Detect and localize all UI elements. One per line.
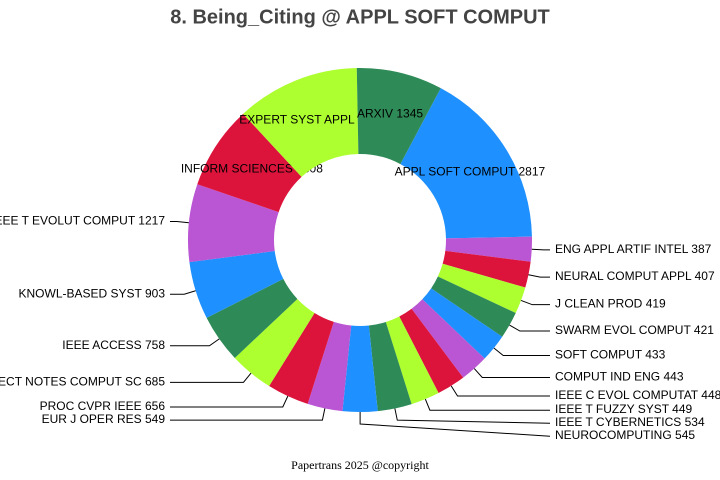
slice-label-name: SOFT COMPUT	[555, 348, 643, 362]
slice-label-value: 421	[694, 323, 714, 337]
slice-label: COMPUT IND ENG 443	[555, 370, 684, 384]
slice-label-value: 1345	[396, 107, 423, 121]
slice	[307, 321, 352, 412]
footer: Papertrans 2025 @copyright	[291, 458, 429, 472]
slice	[399, 308, 464, 394]
slice-label-value: 903	[145, 286, 165, 300]
slice-label-name: SWARM EVOL COMPUT	[555, 323, 691, 337]
slice-label: SOFT COMPUT 433	[555, 348, 666, 362]
slice-label: IEEE T EVOLUT COMPUT 1217	[0, 214, 165, 228]
slice-label-name: EUR J OPER RES	[42, 412, 142, 426]
slice-label: EUR J OPER RES 549	[42, 412, 166, 426]
slice	[437, 263, 526, 313]
slice	[442, 250, 531, 288]
slice-label-value: 758	[145, 338, 165, 352]
slice	[188, 184, 279, 263]
slice-label-value: 656	[145, 399, 165, 413]
slice-label: LECT NOTES COMPUT SC 685	[0, 375, 165, 389]
slice-label-name: ARXIV	[357, 107, 393, 121]
leader-line	[170, 290, 196, 295]
leader-line	[394, 408, 551, 424]
leader-line	[170, 408, 326, 421]
slice-label-name: NEUROCOMPUTING	[555, 428, 672, 442]
slice	[400, 88, 532, 239]
slice-label: PROC CVPR IEEE 656	[40, 399, 166, 413]
slice-label-value: 549	[145, 412, 165, 426]
slice-label-value: 1217	[138, 214, 165, 228]
leader-line	[493, 347, 550, 357]
slice-label-value: 545	[675, 428, 695, 442]
slice-label-value: 685	[145, 375, 165, 389]
leader-line	[170, 338, 220, 347]
slice-label-value: 433	[645, 348, 665, 362]
slice-label: NEUROCOMPUTING 545	[555, 428, 695, 442]
slice	[269, 313, 334, 404]
slice-label-value: 443	[663, 370, 683, 384]
slice-label-value: 407	[695, 269, 715, 283]
leader-line	[170, 221, 189, 224]
leader-line	[528, 274, 550, 278]
slice	[243, 68, 359, 177]
slice-label: KNOWL-BASED SYST 903	[18, 286, 165, 300]
slice-label-name: PROC CVPR IEEE	[40, 399, 142, 413]
slice-label: IEEE C EVOL COMPUTAT 448	[555, 388, 720, 402]
slice	[234, 298, 315, 387]
leader-line	[359, 411, 551, 437]
slice-label: NEURAL COMPUT APPL 407	[555, 269, 715, 283]
leader-line	[509, 324, 550, 332]
slice	[385, 316, 439, 405]
slice-label: J CLEAN PROD 419	[555, 297, 666, 311]
slice-label-name: IEEE T FUZZY SYST	[555, 402, 670, 416]
slice-label-name: IEEE ACCESS	[62, 338, 141, 352]
slice	[445, 236, 532, 262]
slice-label-value: 448	[701, 388, 720, 402]
leader-line	[424, 398, 550, 411]
slice-label-value: 449	[672, 402, 692, 416]
slice-label-name: NEURAL COMPUT APPL	[555, 269, 692, 283]
slice-label-name: EXPERT SYST APPL	[239, 113, 355, 127]
slice	[206, 278, 298, 358]
slice-label-name: IEEE T EVOLUT COMPUT	[0, 214, 136, 228]
slice-label-name: IEEE T CYBERNETICS	[555, 415, 681, 429]
slice	[356, 68, 441, 165]
leader-line	[473, 368, 550, 379]
slice-label: ENG APPL ARTIF INTEL 387	[555, 242, 712, 256]
slice	[368, 322, 412, 412]
slice-label-name: J CLEAN PROD	[555, 297, 643, 311]
slice-label-name: KNOWL-BASED SYST	[18, 286, 142, 300]
slice	[197, 113, 302, 213]
leader-line	[520, 299, 550, 306]
slice-label-value: 534	[685, 415, 705, 429]
slice-label-name: ENG APPL ARTIF INTEL	[555, 242, 689, 256]
slice-label: IEEE T FUZZY SYST 449	[555, 402, 693, 416]
chart-title: 8. Being_Citing @ APPL SOFT COMPUT	[170, 6, 550, 28]
leader-line	[170, 372, 252, 383]
slice-label-name: IEEE C EVOL COMPUTAT	[555, 388, 699, 402]
slice-label: SWARM EVOL COMPUT 421	[555, 323, 714, 337]
slice	[411, 299, 485, 378]
slice-label: APPL SOFT COMPUT 2817	[395, 165, 546, 179]
slice-label-value: 387	[691, 242, 711, 256]
slice-label: ARXIV 1345	[357, 107, 423, 121]
slice	[189, 251, 284, 318]
slice-label-value: 2817	[518, 165, 545, 179]
slice-label-name: COMPUT IND ENG	[555, 370, 660, 384]
leader-line	[531, 248, 550, 251]
slice-label: IEEE T CYBERNETICS 534	[555, 415, 705, 429]
slice-label-name: APPL SOFT COMPUT	[395, 165, 516, 179]
slice-label-value: 419	[646, 297, 666, 311]
slice-label-name: INFORM SCIENCES	[181, 162, 293, 176]
leader-line	[170, 395, 289, 408]
slice-label: IEEE ACCESS 758	[62, 338, 165, 352]
slice	[422, 288, 503, 359]
slice	[431, 276, 516, 337]
leader-line	[450, 385, 550, 397]
slice	[342, 325, 378, 412]
slice-label-name: LECT NOTES COMPUT SC	[0, 375, 142, 389]
